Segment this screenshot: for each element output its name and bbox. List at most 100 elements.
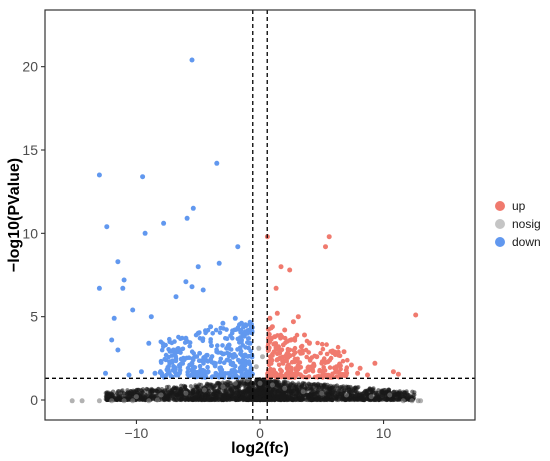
down-point bbox=[191, 351, 196, 356]
nosig-point bbox=[300, 389, 306, 395]
nosig-point bbox=[326, 393, 331, 398]
nosig-point bbox=[352, 395, 358, 400]
nosig-point bbox=[240, 397, 245, 403]
up-point bbox=[372, 360, 378, 366]
up-point bbox=[333, 352, 338, 358]
up-point bbox=[390, 369, 396, 375]
down-point bbox=[170, 368, 176, 373]
nosig-point bbox=[166, 384, 171, 389]
nosig-point bbox=[271, 397, 276, 402]
nosig-point bbox=[293, 392, 298, 397]
nosig-point bbox=[191, 390, 196, 395]
up-point bbox=[323, 244, 328, 250]
nosig-point bbox=[288, 388, 293, 393]
nosig-point bbox=[391, 390, 397, 395]
up-point bbox=[307, 356, 313, 362]
nosig-point bbox=[258, 385, 263, 390]
nosig-point bbox=[241, 378, 247, 383]
down-point bbox=[223, 336, 228, 341]
nosig-point bbox=[314, 385, 319, 390]
down-point bbox=[238, 348, 244, 354]
up-point bbox=[283, 357, 289, 362]
down-point bbox=[247, 340, 253, 346]
nosig-point bbox=[242, 394, 248, 399]
y-tick-label: 10 bbox=[22, 225, 38, 241]
down-point bbox=[214, 160, 220, 166]
plot-panel-border bbox=[44, 9, 476, 421]
nosig-point bbox=[319, 390, 325, 396]
down-point bbox=[196, 358, 202, 364]
nosig-point bbox=[330, 397, 335, 403]
legend-label-nosig: nosig bbox=[512, 217, 541, 231]
nosig-point bbox=[292, 382, 297, 387]
up-point bbox=[324, 342, 329, 347]
up-point bbox=[276, 362, 282, 368]
down-point bbox=[201, 368, 207, 374]
down-point bbox=[166, 364, 171, 369]
up-point bbox=[348, 362, 354, 368]
down-point bbox=[159, 347, 165, 353]
down-point bbox=[235, 347, 240, 352]
nosig-point bbox=[345, 388, 350, 393]
down-point bbox=[120, 285, 126, 291]
nosig-point bbox=[136, 387, 141, 392]
up-point bbox=[330, 371, 335, 377]
nosig-point bbox=[326, 387, 331, 392]
nosig-point bbox=[341, 384, 346, 389]
nosig-point bbox=[130, 398, 136, 404]
nosig-point bbox=[282, 385, 288, 391]
down-point bbox=[177, 364, 183, 370]
nosig-point bbox=[371, 397, 376, 402]
down-point bbox=[170, 358, 175, 364]
down-point bbox=[162, 356, 167, 362]
y-tick-label: 0 bbox=[30, 392, 38, 408]
y-axis: 0 5 10 15 20 bbox=[22, 59, 45, 408]
plot-area bbox=[45, 10, 475, 420]
down-point bbox=[152, 370, 158, 376]
nosig-point bbox=[112, 396, 117, 401]
down-point bbox=[185, 372, 191, 377]
nosig-point bbox=[217, 380, 222, 386]
up-point bbox=[320, 375, 326, 380]
down-point bbox=[189, 367, 194, 373]
up-point bbox=[279, 374, 284, 380]
nosig-point bbox=[343, 397, 348, 402]
up-point bbox=[299, 343, 305, 349]
nosig-point bbox=[254, 396, 259, 401]
down-point bbox=[140, 174, 146, 180]
down-point bbox=[183, 335, 189, 341]
nosig-point bbox=[154, 397, 160, 403]
down-point bbox=[195, 330, 201, 336]
up-point bbox=[290, 319, 296, 325]
nosig-point bbox=[375, 395, 381, 400]
down-point bbox=[208, 337, 213, 342]
up-point bbox=[339, 372, 345, 378]
up-point bbox=[304, 375, 310, 380]
nosig-point bbox=[242, 389, 247, 395]
down-point bbox=[230, 370, 235, 375]
down-point bbox=[189, 372, 195, 378]
nosig-point bbox=[337, 394, 342, 399]
down-point bbox=[203, 375, 208, 380]
nosig-point bbox=[379, 397, 384, 402]
up-point bbox=[316, 373, 321, 379]
down-point bbox=[248, 326, 253, 332]
nosig-point bbox=[145, 387, 150, 392]
up-point bbox=[277, 355, 283, 361]
down-point bbox=[121, 277, 127, 283]
down-point bbox=[243, 322, 248, 327]
x-axis: −10 0 10 bbox=[125, 420, 392, 441]
up-point bbox=[355, 370, 361, 376]
down-point bbox=[126, 372, 132, 378]
series-up bbox=[264, 234, 419, 378]
up-point bbox=[277, 349, 283, 355]
legend-label-up: up bbox=[512, 199, 526, 213]
down-point bbox=[219, 367, 225, 373]
nosig-point bbox=[119, 390, 124, 395]
nosig-point bbox=[311, 382, 316, 387]
nosig-point bbox=[206, 386, 211, 391]
nosig-point bbox=[148, 390, 153, 395]
down-point bbox=[247, 319, 253, 325]
down-point bbox=[208, 324, 214, 330]
nosig-point bbox=[140, 387, 146, 392]
